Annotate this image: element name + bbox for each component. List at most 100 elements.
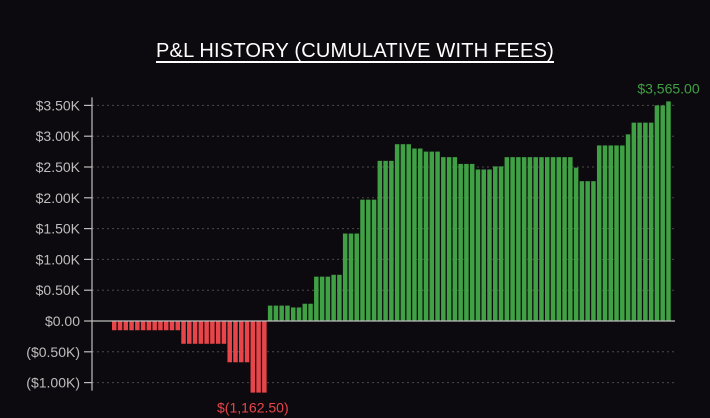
bar bbox=[423, 151, 429, 321]
bar bbox=[498, 166, 504, 321]
bar bbox=[296, 307, 302, 321]
bar bbox=[354, 233, 359, 321]
bar bbox=[475, 169, 481, 321]
bar bbox=[273, 305, 279, 321]
bar bbox=[446, 157, 452, 321]
bar bbox=[510, 157, 515, 321]
bar bbox=[602, 145, 608, 321]
bar bbox=[596, 145, 602, 321]
bar bbox=[591, 181, 596, 321]
bar bbox=[112, 321, 117, 331]
bar bbox=[146, 321, 152, 331]
bar bbox=[637, 122, 642, 321]
bar bbox=[400, 144, 406, 321]
bar bbox=[614, 145, 619, 321]
bar bbox=[163, 321, 169, 331]
bar bbox=[285, 305, 290, 321]
bar bbox=[521, 157, 527, 321]
bar bbox=[417, 148, 423, 321]
bar bbox=[533, 157, 538, 321]
bar bbox=[331, 274, 336, 321]
bar bbox=[123, 321, 129, 331]
bar bbox=[452, 157, 458, 321]
value-annotation: $3,565.00 bbox=[637, 80, 699, 96]
bar bbox=[487, 169, 492, 321]
bar bbox=[406, 144, 411, 321]
bar bbox=[562, 157, 567, 321]
y-tick-label: ($0.50K) bbox=[26, 344, 80, 360]
bar bbox=[654, 105, 660, 322]
bar bbox=[666, 101, 671, 321]
bar bbox=[608, 145, 613, 321]
bar bbox=[516, 157, 521, 321]
bar bbox=[175, 321, 181, 331]
y-tick-label: $2.50K bbox=[36, 159, 81, 175]
bar bbox=[412, 148, 417, 321]
axes bbox=[84, 97, 675, 391]
bar bbox=[244, 321, 250, 363]
bar bbox=[325, 276, 331, 321]
bar bbox=[267, 305, 273, 321]
bar bbox=[233, 321, 238, 363]
bar bbox=[360, 199, 365, 321]
y-tick-label: ($1.00K) bbox=[26, 375, 80, 391]
bar bbox=[227, 321, 232, 363]
bar bbox=[129, 321, 134, 331]
bar bbox=[250, 321, 256, 393]
bar bbox=[192, 321, 198, 344]
bar bbox=[152, 321, 157, 331]
bar bbox=[493, 166, 498, 321]
bar bbox=[135, 321, 140, 331]
bar bbox=[544, 157, 550, 321]
bar bbox=[579, 181, 585, 321]
bar bbox=[429, 151, 435, 321]
bar bbox=[204, 321, 209, 344]
bar bbox=[221, 321, 227, 344]
bar bbox=[308, 303, 313, 321]
value-annotation: $(1,162.50) bbox=[217, 400, 289, 416]
bar bbox=[366, 199, 371, 321]
bar bbox=[550, 157, 556, 321]
bar bbox=[539, 157, 544, 321]
y-tick-label: $0.00 bbox=[45, 313, 80, 329]
bar bbox=[262, 321, 267, 393]
y-tick-label: $1.50K bbox=[36, 221, 81, 237]
bar bbox=[319, 276, 325, 321]
bar bbox=[441, 157, 446, 321]
bar bbox=[314, 276, 319, 321]
bar bbox=[435, 151, 440, 321]
bar bbox=[169, 321, 175, 331]
bar bbox=[648, 122, 654, 321]
bars bbox=[112, 101, 671, 393]
bar bbox=[469, 163, 475, 321]
bar bbox=[625, 134, 631, 321]
bar bbox=[383, 160, 388, 321]
chart-title: P&L HISTORY (CUMULATIVE WITH FEES) bbox=[156, 40, 554, 62]
bar bbox=[464, 163, 469, 321]
bar bbox=[394, 144, 400, 321]
bar bbox=[117, 321, 123, 331]
bar bbox=[371, 199, 377, 321]
bar bbox=[279, 305, 284, 321]
bar bbox=[620, 145, 625, 321]
y-tick-label: $0.50K bbox=[36, 282, 81, 298]
bar bbox=[342, 233, 348, 321]
bar bbox=[158, 321, 163, 331]
labels: $3.50K $3.00K $2.50K $2.00K $1.50K $1.00K $0.5… bbox=[26, 80, 700, 415]
bar bbox=[556, 157, 562, 321]
bar bbox=[660, 105, 665, 322]
bar bbox=[631, 122, 637, 321]
bar bbox=[210, 321, 215, 344]
bar bbox=[643, 122, 648, 321]
bar bbox=[239, 321, 244, 363]
y-tick-label: $2.00K bbox=[36, 190, 81, 206]
bar bbox=[348, 233, 354, 321]
y-tick-label: $3.50K bbox=[36, 97, 81, 113]
bar bbox=[140, 321, 146, 331]
bar bbox=[187, 321, 192, 344]
bar bbox=[215, 321, 221, 344]
bar bbox=[481, 169, 486, 321]
bar bbox=[256, 321, 261, 393]
